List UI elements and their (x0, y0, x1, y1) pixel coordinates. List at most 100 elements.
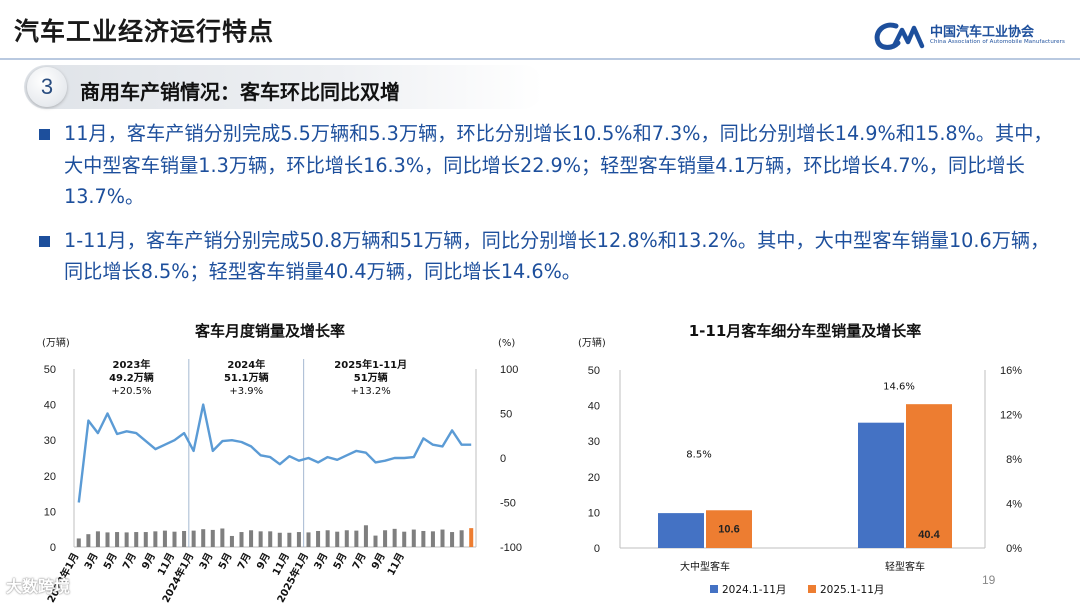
segment-sales-bar (858, 422, 904, 548)
monthly-sales-bar (316, 530, 321, 547)
monthly-sales-chart: 客车月度销量及增长率 (万辆) (%) 0 10 20 30 40 50 -100 -50 0 50 10… (0, 312, 540, 607)
monthly-sales-bar (335, 531, 340, 547)
legend-swatch (710, 585, 718, 593)
growth-rate-label: 14.6% (883, 382, 915, 393)
legend-swatch (808, 585, 816, 593)
monthly-sales-bar (229, 535, 234, 547)
period-growth: +3.9% (229, 386, 263, 397)
segment-sales-chart-svg: 1-11月客车细分车型销量及增长率 (万辆) 0 10 20 30 40 50 0% 4% 8% 12… (578, 322, 1022, 596)
monthly-sales-bar (363, 525, 368, 547)
legend-label: 2024.1-11月 (722, 584, 786, 596)
x-axis-label: 3月 (197, 551, 216, 572)
segment-sales-bar (906, 404, 952, 548)
x-axis-label: 9月 (139, 551, 158, 572)
y-right-tick: 0% (1006, 543, 1022, 555)
y-right-tick: 12% (1000, 410, 1022, 422)
chart-title: 1-11月客车细分车型销量及增长率 (689, 322, 922, 340)
source-watermark: 大数跨境 (6, 577, 71, 596)
monthly-sales-bar (354, 530, 359, 547)
x-axis-label: 3月 (312, 551, 331, 572)
square-bullet-icon (39, 235, 50, 247)
period-name: 2025年1-11月 (334, 358, 407, 371)
growth-rate-label: 8.5% (686, 449, 711, 460)
monthly-sales-bar (258, 531, 263, 547)
monthly-sales-bar (182, 530, 187, 547)
monthly-sales-bar (76, 538, 81, 547)
x-axis-label: 5月 (216, 551, 235, 572)
y-left-unit: (万辆) (42, 336, 70, 349)
monthly-sales-bar (124, 532, 129, 547)
y-right-tick: 0 (500, 453, 506, 465)
segment-sales-bar (706, 510, 752, 548)
y-left-tick: 20 (588, 472, 600, 484)
monthly-sales-bar (392, 528, 397, 547)
category-label: 轻型客车 (885, 560, 925, 573)
bullet-item: 11月，客车产销分别完成5.5万辆和5.3万辆，环比分别增长10.5%和7.3%… (38, 118, 1054, 213)
monthly-sales-bar (450, 532, 455, 547)
growth-rate-line (77, 403, 472, 503)
period-name: 2024年 (227, 358, 265, 371)
x-axis-label: 7月 (120, 551, 139, 572)
monthly-sales-bar (162, 530, 167, 547)
y-left-tick: 40 (588, 401, 600, 413)
period-sales: 49.2万辆 (109, 371, 154, 384)
y-right-tick: 4% (1006, 499, 1022, 511)
period-growth: +13.2% (351, 386, 391, 397)
bar-value-label: 10.6 (718, 523, 739, 535)
monthly-sales-bar (344, 530, 349, 547)
bar-value-label: 40.4 (918, 529, 940, 541)
logo-name-en: China Association of Automobile Manufact… (930, 39, 1065, 45)
bullet-item: 1-11月，客车产销分别完成50.8万辆和51万辆，同比分别增长12.8%和13… (38, 225, 1054, 288)
monthly-sales-bar (143, 532, 148, 547)
x-axis-label: 11月 (385, 551, 407, 578)
monthly-sales-bar (411, 529, 416, 547)
bullet-text: 1-11月，客车产销分别完成50.8万辆和51万辆，同比分别增长12.8%和13… (64, 228, 1050, 284)
y-left-tick: 50 (588, 365, 600, 377)
monthly-sales-bar (239, 532, 244, 547)
y-right-tick: 50 (500, 409, 512, 421)
monthly-sales-bar (469, 528, 474, 547)
x-axis-label: 7月 (350, 551, 369, 572)
monthly-sales-bar (440, 529, 445, 547)
square-bullet-icon (39, 129, 50, 140)
y-left-tick: 10 (44, 506, 56, 518)
monthly-sales-bar (306, 532, 311, 547)
bullet-list: 11月，客车产销分别完成5.5万辆和5.3万辆，环比分别增长10.5%和7.3%… (38, 118, 1054, 288)
y-right-tick: -100 (500, 542, 522, 554)
monthly-sales-bar (402, 531, 407, 547)
monthly-sales-bar (153, 531, 158, 547)
monthly-sales-bar (373, 535, 378, 547)
section-banner (24, 65, 544, 109)
y-left-tick: 40 (44, 400, 56, 412)
x-axis-label: 3月 (82, 551, 101, 572)
caam-logo-icon (874, 22, 925, 50)
y-left-tick: 30 (588, 436, 600, 448)
y-right-tick: -50 (500, 498, 516, 510)
category-label: 大中型客车 (680, 560, 730, 573)
segment-sales-bar (658, 513, 704, 548)
monthly-sales-bar (287, 532, 292, 547)
monthly-sales-bar (201, 529, 206, 547)
section-title: 商用车产销情况：客车环比同比双增 (80, 80, 400, 104)
period-name: 2023年 (113, 358, 151, 371)
bullet-text: 11月，客车产销分别完成5.5万辆和5.3万辆，环比分别增长10.5%和7.3%… (64, 122, 1053, 208)
monthly-sales-bar (95, 531, 100, 547)
monthly-sales-bar (296, 532, 301, 547)
x-axis-label: 9月 (254, 551, 273, 572)
monthly-sales-bar (134, 532, 139, 547)
y-right-tick: 8% (1006, 454, 1022, 466)
y-left-tick: 10 (588, 507, 600, 519)
caam-logo: 中国汽车工业协会 China Association of Automobile… (874, 20, 1070, 52)
period-growth: +20.5% (111, 386, 151, 397)
x-axis-label: 7月 (235, 551, 254, 572)
monthly-sales-bar (191, 530, 196, 547)
x-axis-label: 9月 (369, 551, 388, 572)
monthly-sales-bar (383, 530, 388, 547)
y-right-tick: 100 (500, 364, 518, 376)
segment-sales-chart: 1-11月客车细分车型销量及增长率 (万辆) 0 10 20 30 40 50 0% 4% 8% 12… (560, 312, 1060, 607)
logo-name-cn: 中国汽车工业协会 (930, 25, 1035, 40)
monthly-sales-bar (172, 531, 177, 547)
monthly-sales-bar (430, 531, 435, 547)
monthly-sales-bar (459, 530, 464, 547)
y-left-tick: 30 (44, 435, 56, 447)
